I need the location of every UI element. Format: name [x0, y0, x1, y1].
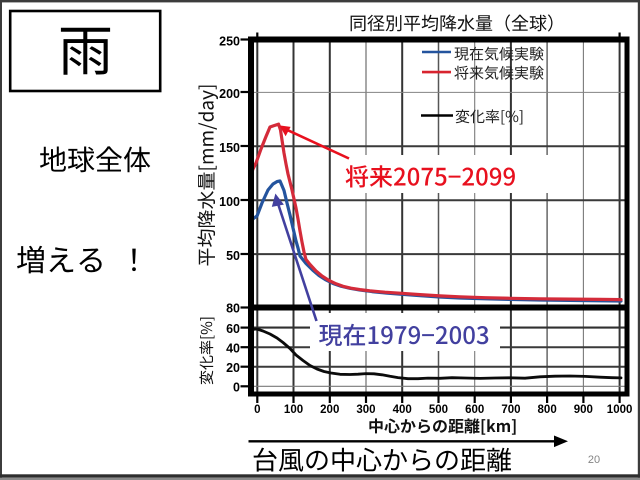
svg-text:20: 20 — [588, 454, 600, 466]
svg-text:800: 800 — [538, 404, 557, 416]
svg-text:700: 700 — [501, 404, 520, 416]
svg-text:50: 50 — [226, 249, 240, 263]
svg-text:600: 600 — [465, 404, 484, 416]
svg-text:40: 40 — [226, 341, 240, 355]
svg-text:0: 0 — [254, 404, 260, 416]
svg-text:200: 200 — [320, 404, 339, 416]
svg-text:300: 300 — [356, 404, 375, 416]
svg-text:0: 0 — [233, 381, 240, 395]
svg-text:100: 100 — [284, 404, 303, 416]
svg-text:150: 150 — [219, 141, 240, 155]
svg-text:60: 60 — [226, 322, 240, 336]
svg-text:1000: 1000 — [607, 404, 633, 416]
svg-text:80: 80 — [226, 302, 240, 316]
svg-text:400: 400 — [393, 404, 412, 416]
svg-text:20: 20 — [226, 361, 240, 375]
svg-text:250: 250 — [219, 35, 240, 49]
svg-text:500: 500 — [429, 404, 448, 416]
svg-text:200: 200 — [219, 87, 240, 101]
svg-text:900: 900 — [574, 404, 593, 416]
svg-text:100: 100 — [219, 195, 240, 209]
